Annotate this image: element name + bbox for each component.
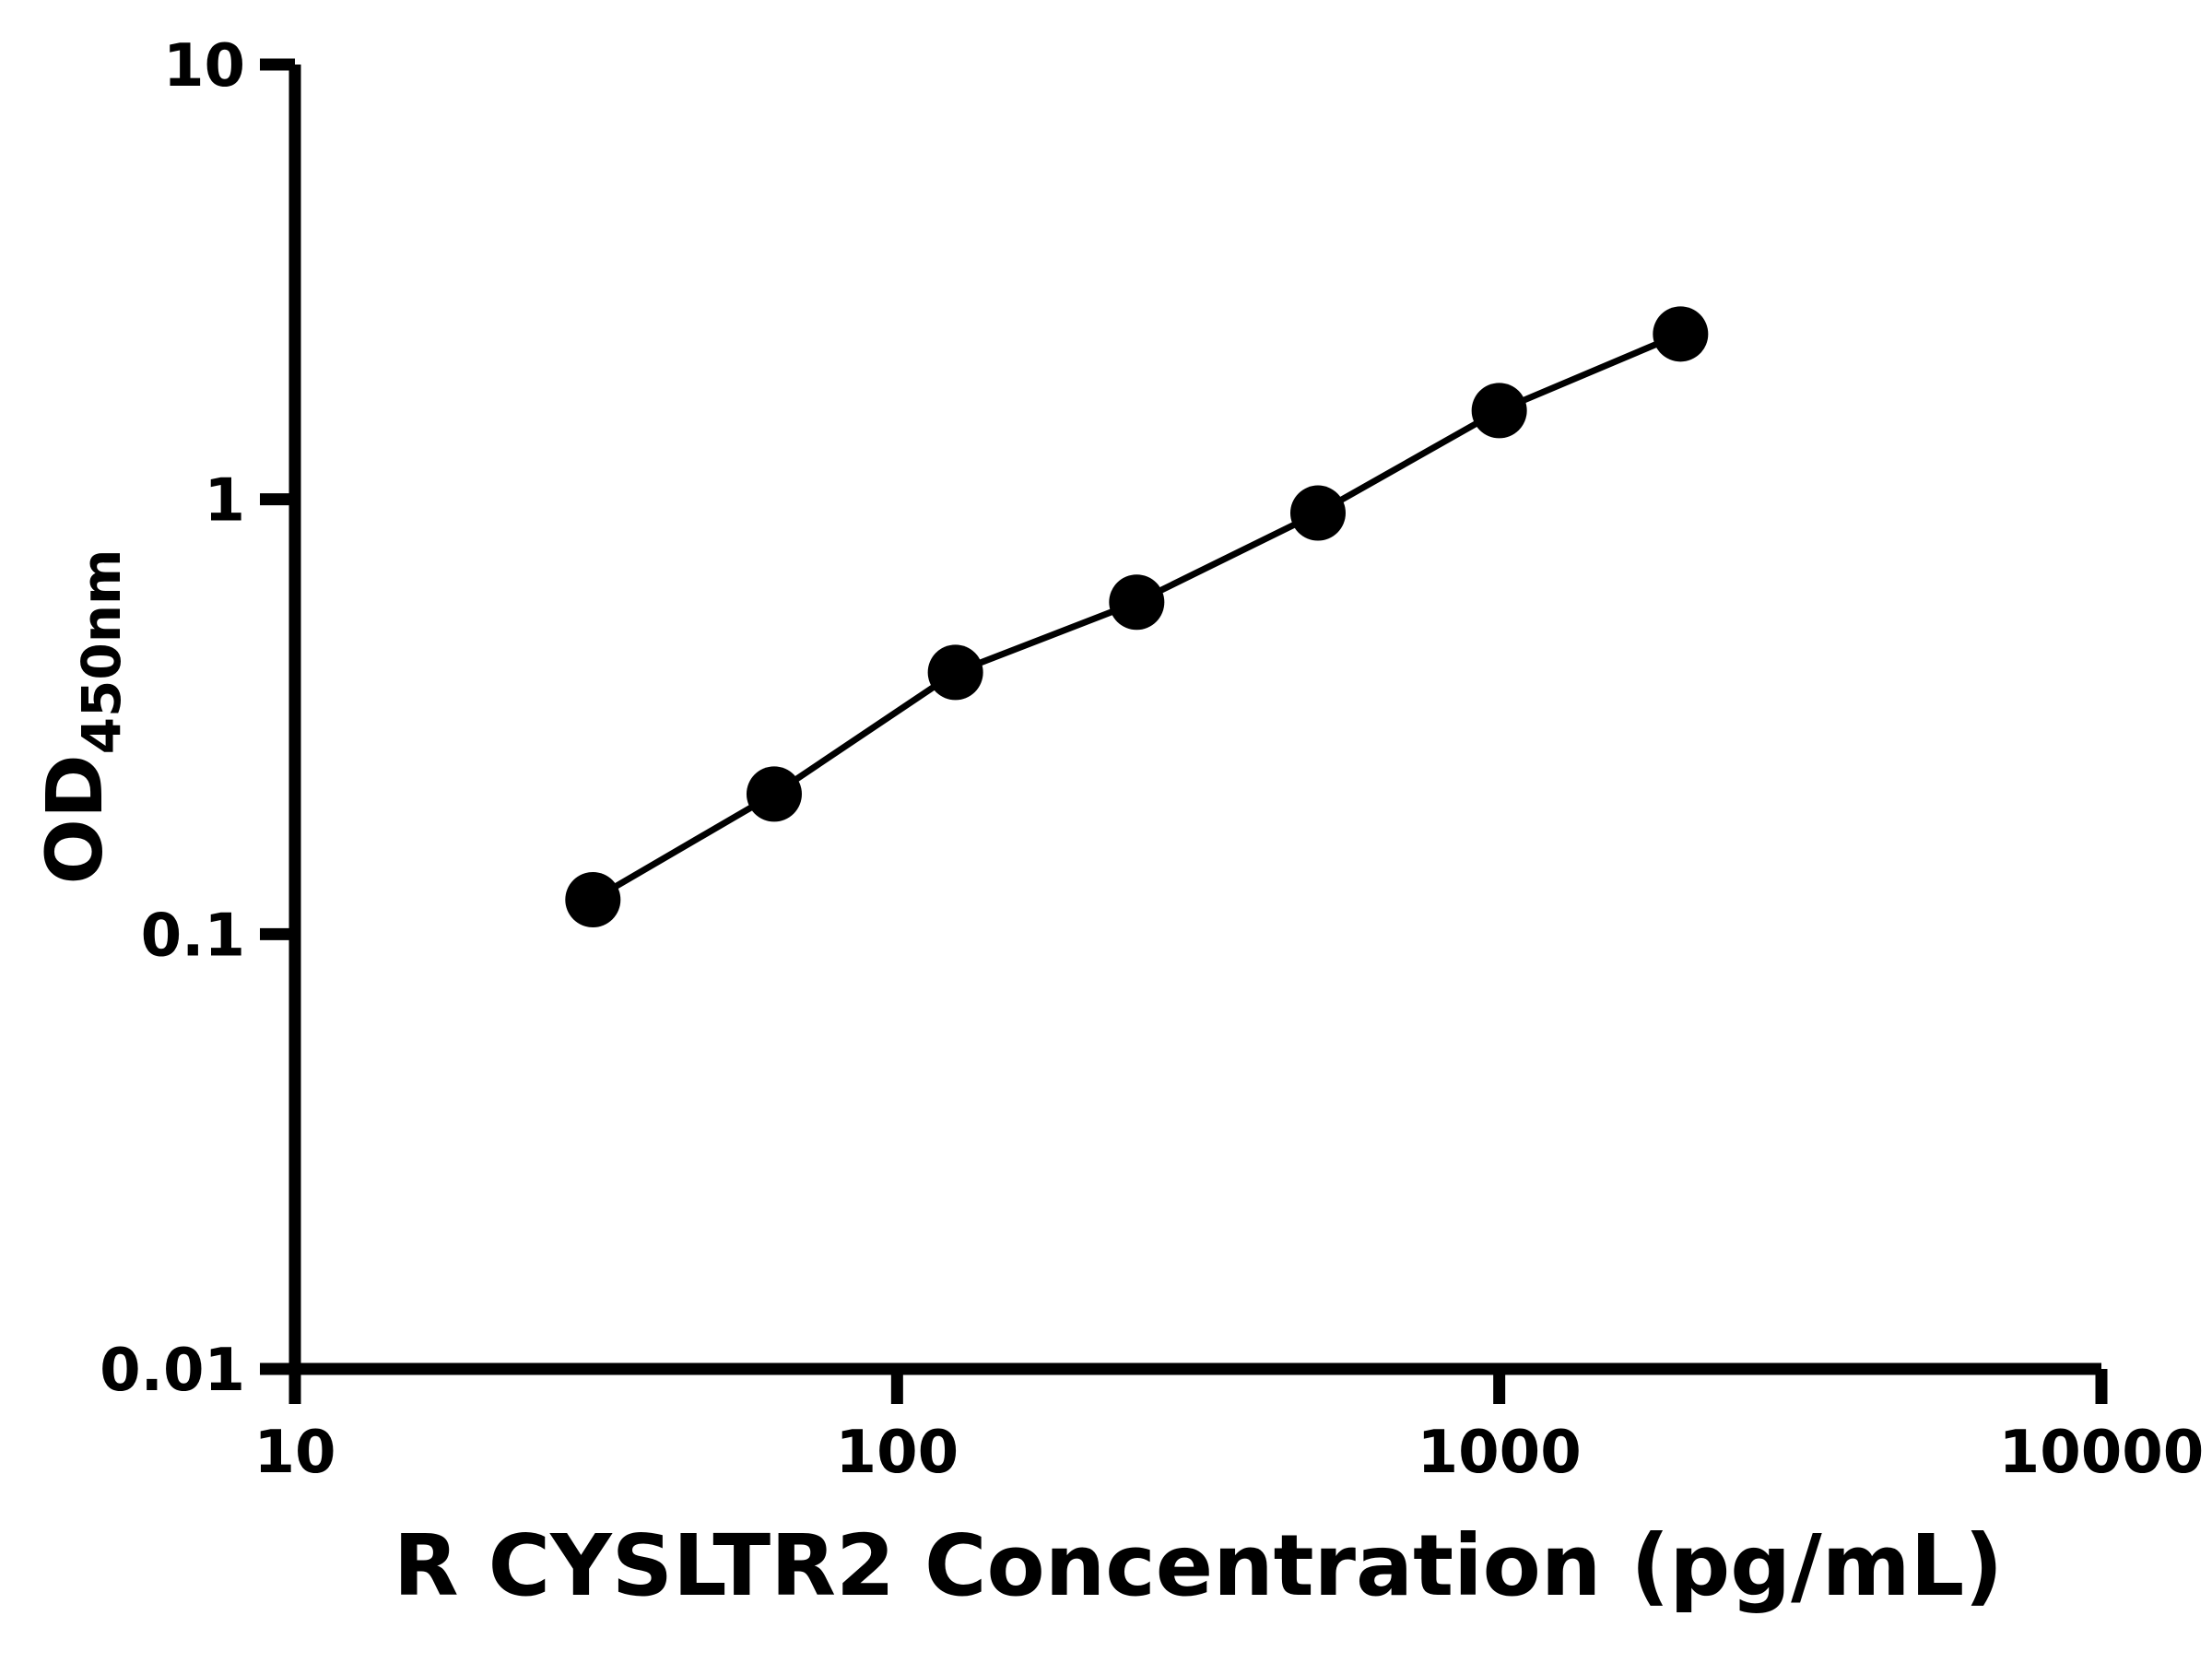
- y-tick-label: 0.1: [141, 902, 245, 970]
- axes-spines: [288, 65, 2101, 1375]
- y-axis-title: OD450nm: [29, 549, 133, 885]
- data-point: [565, 871, 621, 927]
- data-point: [1653, 306, 1709, 362]
- y-axis-title-main: OD: [29, 754, 120, 884]
- y-tick-label: 10: [163, 32, 245, 100]
- x-tick-label: 10000: [1999, 1419, 2205, 1487]
- data-point: [746, 766, 802, 822]
- y-tick-label: 1: [204, 467, 245, 536]
- x-tick-label: 1000: [1418, 1419, 1582, 1487]
- y-axis-title-subscript: 450nm: [70, 549, 133, 755]
- data-point: [927, 644, 983, 701]
- x-tick-label: 10: [253, 1419, 335, 1487]
- y-tick-label: 0.01: [100, 1337, 245, 1405]
- data-point: [1471, 383, 1527, 439]
- x-tick-label: 100: [836, 1419, 959, 1487]
- x-axis-title: R CYSLTR2 Concentration (pg/mL): [394, 1516, 2004, 1615]
- data-point: [1109, 574, 1165, 631]
- data-point: [1289, 485, 1346, 541]
